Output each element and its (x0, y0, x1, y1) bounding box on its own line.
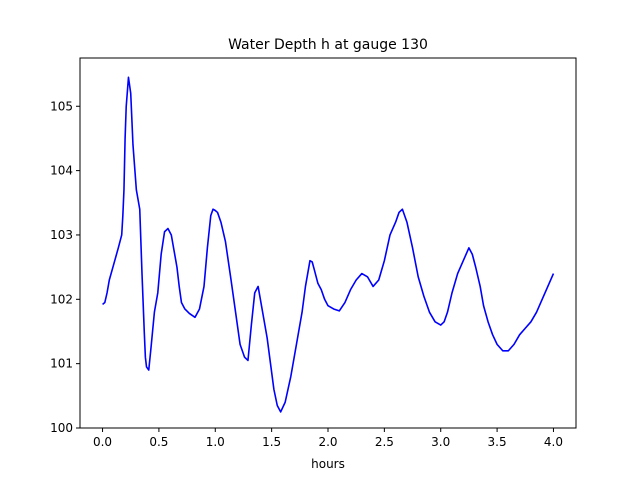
y-tick-label: 103 (50, 228, 73, 242)
x-axis: 0.0 0.5 1.0 1.5 2.0 2.5 3.0 3.5 4.0 (93, 428, 563, 449)
y-tick-label: 100 (50, 421, 73, 435)
chart-title: Water Depth h at gauge 130 (228, 37, 428, 53)
x-tick-label: 4.0 (544, 435, 563, 449)
x-tick-label: 2.0 (318, 435, 337, 449)
y-tick-label: 105 (50, 99, 73, 113)
series-line-0 (102, 76, 555, 413)
x-tick-label: 0.5 (149, 435, 168, 449)
x-tick-label: 1.5 (262, 435, 281, 449)
plot-area (102, 76, 555, 413)
x-tick-label: 3.0 (431, 435, 450, 449)
x-tick-label: 0.0 (93, 435, 112, 449)
y-tick-label: 104 (50, 164, 73, 178)
y-tick-label: 102 (50, 292, 73, 306)
y-axis: 100 101 102 103 104 105 (50, 99, 80, 435)
x-tick-label: 3.5 (488, 435, 507, 449)
y-tick-label: 101 (50, 357, 73, 371)
axes-frame (79, 57, 577, 429)
x-tick-label: 2.5 (375, 435, 394, 449)
x-axis-label: hours (311, 457, 345, 471)
x-tick-label: 1.0 (206, 435, 225, 449)
